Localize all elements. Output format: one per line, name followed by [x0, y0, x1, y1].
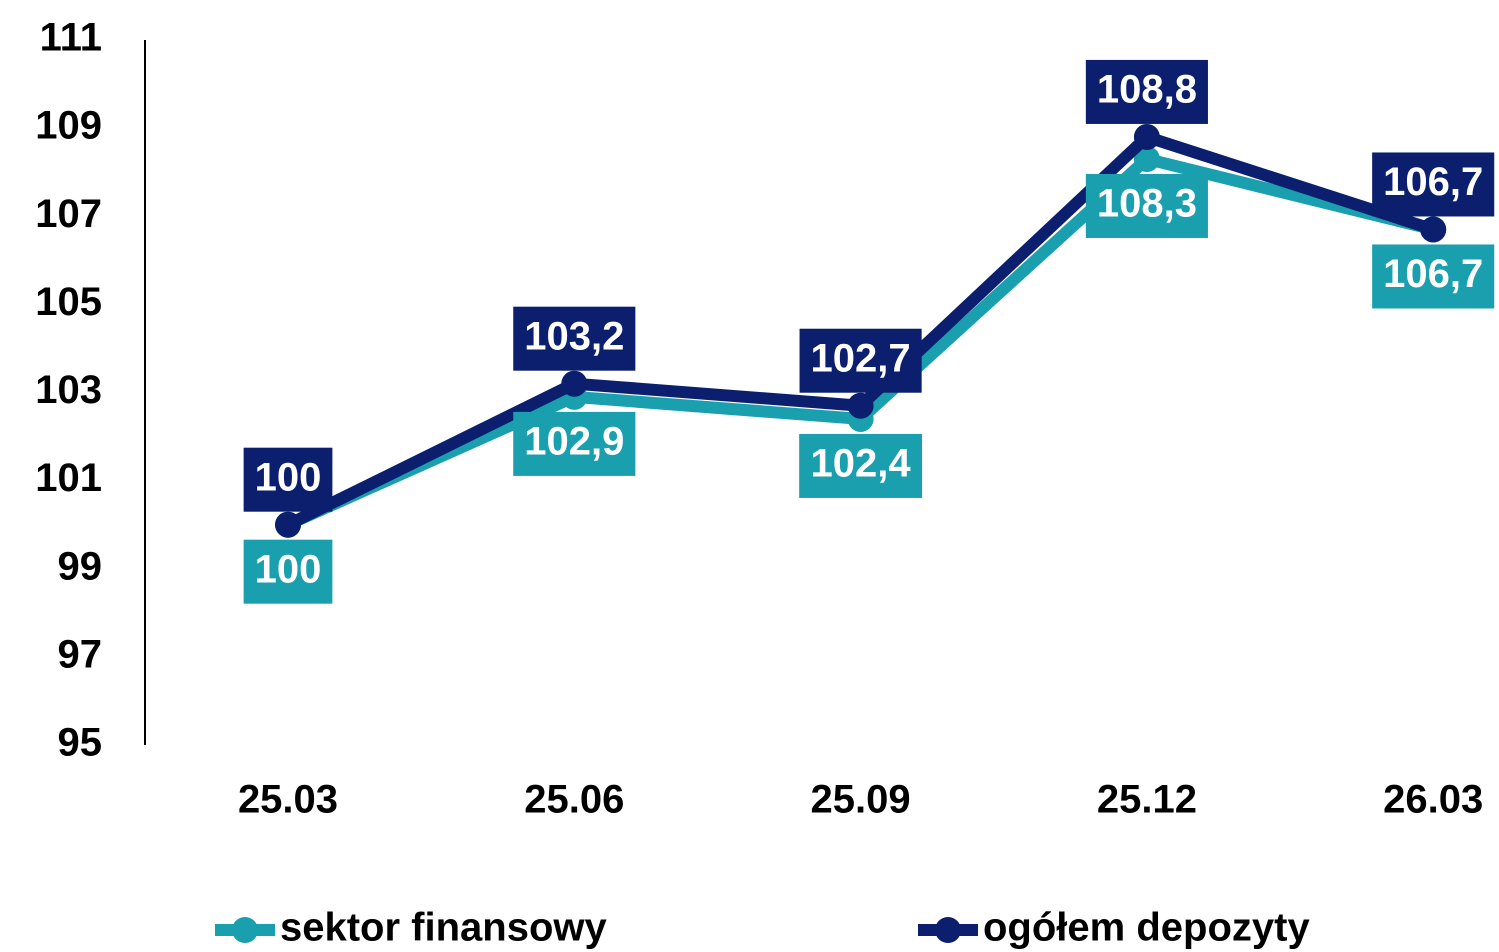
value-label: 102,4 [811, 442, 912, 486]
value-label-group: 108,8 [1085, 59, 1208, 124]
value-label-group: 106,7 [1372, 244, 1495, 309]
value-label: 106,7 [1383, 252, 1483, 296]
value-label-box [1085, 173, 1208, 238]
value-label-group: 102,4 [799, 433, 923, 498]
value-label: 102,9 [524, 419, 624, 463]
value-label-group: 100 [243, 539, 333, 604]
x-tick-label: 25.09 [811, 778, 911, 822]
point [1133, 123, 1160, 150]
y-tick-label: 107 [35, 192, 102, 236]
legend-marker [935, 917, 961, 943]
y-tick-label: 103 [35, 368, 102, 412]
value-label: 103,2 [524, 314, 624, 358]
value-label-box [799, 433, 923, 498]
value-label: 108,3 [1097, 182, 1197, 226]
point [1420, 216, 1447, 243]
value-label-box [1085, 59, 1208, 124]
value-label-box [1372, 152, 1495, 217]
x-tick-label: 25.12 [1097, 778, 1197, 822]
value-label: 108,8 [1097, 68, 1197, 112]
value-label-group: 108,3 [1085, 173, 1208, 238]
value-label-group: 103,2 [513, 306, 636, 371]
legend-label: ogółem depozyty [983, 906, 1310, 950]
value-label-group: 106,7 [1372, 152, 1495, 217]
point [847, 392, 874, 419]
x-tick-label: 26.03 [1383, 778, 1483, 822]
legend-label: sektor finansowy [280, 906, 608, 950]
point [275, 511, 301, 538]
value-label-box [243, 447, 333, 512]
y-tick-label: 99 [58, 544, 103, 588]
y-tick-label: 101 [35, 456, 102, 500]
value-label-box [243, 539, 333, 604]
value-label-box [799, 328, 922, 393]
point [1133, 145, 1160, 172]
x-tick-label: 25.03 [238, 778, 338, 822]
value-label-box [1372, 244, 1495, 309]
value-label-group: 102,9 [513, 411, 636, 476]
y-tick-label: 95 [58, 721, 103, 765]
value-label-group: 100 [243, 447, 333, 512]
x-tick-label: 25.06 [524, 778, 624, 822]
value-label: 100 [255, 455, 322, 499]
legend-marker [232, 917, 258, 943]
y-tick-label: 111 [40, 16, 102, 60]
y-tick-label: 105 [35, 280, 102, 324]
value-label-group: 102,7 [799, 328, 922, 393]
y-tick-label: 109 [35, 104, 102, 148]
value-label: 106,7 [1383, 160, 1483, 204]
value-label-box [513, 411, 636, 476]
value-label: 100 [255, 547, 322, 591]
y-tick-label: 97 [58, 632, 103, 676]
point [561, 370, 588, 397]
value-label: 102,7 [811, 336, 911, 380]
value-label-box [513, 306, 636, 371]
